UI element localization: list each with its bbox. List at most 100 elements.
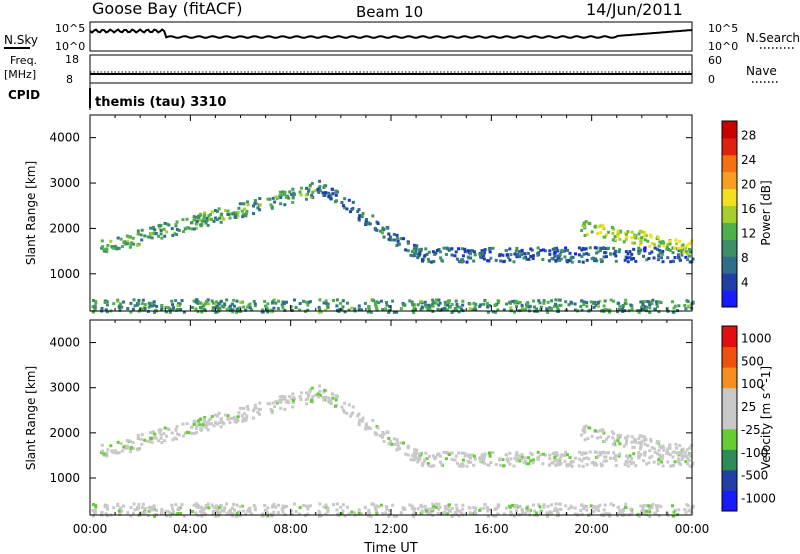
- power-cell: [192, 215, 196, 219]
- velocity-cell: [671, 464, 675, 468]
- power-cell: [638, 242, 642, 246]
- power-cell: [609, 298, 613, 302]
- power-cell: [460, 258, 464, 262]
- power-cell: [367, 305, 371, 309]
- power-cell: [599, 258, 603, 262]
- power-cell: [203, 213, 207, 217]
- power-cell: [283, 192, 287, 196]
- velocity-cell: [660, 460, 664, 464]
- power-cell: [604, 233, 608, 237]
- velocity-cell: [599, 462, 603, 466]
- power-cell: [434, 298, 438, 302]
- power-cell: [252, 299, 256, 303]
- velocity-cell: [659, 446, 663, 450]
- velocity-cell: [582, 504, 586, 508]
- velocity-cell: [125, 438, 129, 442]
- power-cell: [639, 238, 643, 242]
- velocity-cell: [413, 448, 417, 452]
- velocity-cell: [548, 510, 552, 514]
- power-cell: [632, 247, 636, 251]
- power-cell: [112, 302, 116, 306]
- velocity-cell: [414, 453, 418, 457]
- velocity-cell: [437, 502, 441, 506]
- velocity-cell: [501, 458, 505, 462]
- power-cell: [474, 302, 478, 306]
- power-cell: [298, 302, 302, 306]
- velocity-cell: [513, 505, 517, 509]
- power-cell: [268, 197, 272, 201]
- velocity-cell: [550, 503, 554, 507]
- velocity-cell: [425, 457, 429, 461]
- power-cell: [524, 307, 528, 311]
- velocity-cell: [588, 512, 592, 516]
- velocity-cell: [538, 505, 542, 509]
- velocity-cell: [598, 503, 602, 507]
- power-cell: [435, 248, 439, 252]
- power-cell: [688, 304, 692, 308]
- power-cell: [132, 242, 136, 246]
- velocity-cell: [482, 461, 486, 465]
- power-cell: [234, 213, 238, 217]
- colorbar-segment: [722, 188, 737, 207]
- velocity-cell: [599, 428, 603, 432]
- power-cell: [548, 249, 552, 253]
- velocity-cell: [237, 411, 241, 415]
- velocity-cell: [269, 407, 273, 411]
- power-cell: [634, 236, 638, 240]
- power-cell: [431, 298, 435, 302]
- power-cell: [619, 229, 623, 233]
- power-cell: [640, 230, 644, 234]
- colorbar-tick-label: -1000: [741, 491, 776, 505]
- power-cell: [357, 216, 361, 220]
- power-cell: [333, 200, 337, 204]
- velocity-cell: [661, 464, 665, 468]
- velocity-cell: [642, 439, 646, 443]
- velocity-cell: [461, 503, 465, 507]
- power-cell: [304, 197, 308, 201]
- velocity-cell: [179, 511, 183, 515]
- velocity-cell: [189, 425, 193, 429]
- velocity-cell: [668, 444, 672, 448]
- velocity-cell: [379, 503, 383, 507]
- power-cell: [614, 259, 618, 263]
- velocity-cell: [273, 405, 277, 409]
- velocity-cell: [124, 446, 128, 450]
- velocity-cell: [197, 420, 201, 424]
- power-cell: [117, 246, 121, 250]
- velocity-cell: [553, 459, 557, 463]
- y-tick-label: 2000: [49, 426, 80, 440]
- power-cell: [424, 305, 428, 309]
- power-cell: [430, 260, 434, 264]
- velocity-cell: [242, 412, 246, 416]
- velocity-cell: [653, 450, 657, 454]
- power-cell: [106, 303, 110, 307]
- power-cell: [584, 220, 588, 224]
- velocity-cell: [387, 436, 391, 440]
- velocity-cell: [434, 502, 438, 506]
- velocity-cell: [489, 460, 493, 464]
- velocity-cell: [288, 395, 292, 399]
- power-cell: [379, 299, 383, 303]
- velocity-cell: [323, 388, 327, 392]
- velocity-cell: [368, 426, 372, 430]
- power-cell: [213, 216, 217, 220]
- power-cell: [548, 252, 552, 256]
- velocity-cell: [618, 452, 622, 456]
- velocity-x-ticks: 00:00 04:00 08:00 12:00 16:00 20:00 00:00: [73, 320, 709, 536]
- power-cell: [409, 253, 413, 257]
- power-cell: [617, 250, 621, 254]
- power-cell: [176, 308, 180, 312]
- power-cell: [539, 307, 543, 311]
- velocity-cell: [190, 510, 194, 514]
- velocity-cell: [449, 451, 453, 455]
- power-cell: [306, 308, 310, 312]
- power-cell: [491, 310, 495, 314]
- velocity-cell: [258, 401, 262, 405]
- power-cell: [322, 185, 326, 189]
- power-cell: [559, 303, 563, 307]
- power-cell: [232, 298, 236, 302]
- power-cell: [198, 301, 202, 305]
- velocity-cell: [623, 463, 627, 467]
- power-cell: [242, 207, 246, 211]
